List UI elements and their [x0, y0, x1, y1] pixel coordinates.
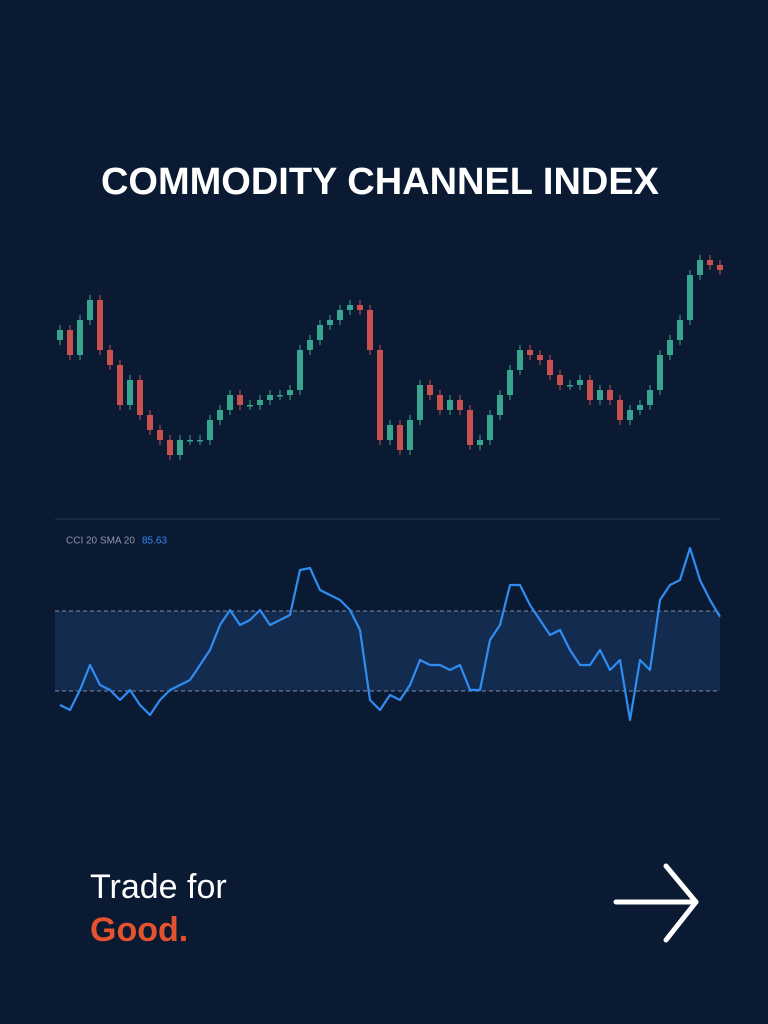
candle-body	[177, 440, 183, 455]
candle-body	[467, 410, 473, 445]
candle-body	[437, 395, 443, 410]
candle-body	[557, 375, 563, 385]
candle-body	[247, 405, 253, 407]
candle-body	[257, 400, 263, 405]
candle-body	[217, 410, 223, 420]
candle-body	[377, 350, 383, 440]
candle-body	[427, 385, 433, 395]
indicator-label: CCI 20 SMA 20	[66, 536, 135, 547]
candle-body	[617, 400, 623, 420]
candle-body	[267, 395, 273, 400]
candle-body	[597, 390, 603, 400]
cci-band	[55, 611, 720, 691]
candle-body	[707, 260, 713, 265]
candle-body	[307, 340, 313, 350]
candle-body	[297, 350, 303, 390]
chart-title: COMMODITY CHANNEL INDEX	[101, 161, 660, 203]
candle-body	[647, 390, 653, 405]
candle-body	[457, 400, 463, 410]
candle-body	[417, 385, 423, 420]
candle-body	[227, 395, 233, 410]
brand-line2: Good.	[90, 911, 188, 949]
candle-body	[497, 395, 503, 415]
candle-body	[287, 390, 293, 395]
candle-body	[167, 440, 173, 455]
next-arrow[interactable]	[613, 863, 699, 943]
candle-body	[517, 350, 523, 370]
candle-body	[447, 400, 453, 410]
candle-body	[667, 340, 673, 355]
candle-body	[627, 410, 633, 420]
candle-body	[657, 355, 663, 390]
candle-body	[577, 380, 583, 385]
candle-body	[277, 395, 283, 397]
candle-body	[197, 440, 203, 442]
candle-body	[357, 305, 363, 310]
candle-body	[697, 260, 703, 275]
candle-body	[477, 440, 483, 445]
candle-body	[107, 350, 113, 365]
candle-body	[157, 430, 163, 440]
brand-line1: Trade for	[90, 868, 227, 906]
candle-body	[347, 305, 353, 310]
candle-body	[187, 440, 193, 442]
candle-body	[57, 330, 63, 340]
candle-body	[567, 385, 573, 387]
candle-body	[237, 395, 243, 405]
candle-body	[87, 300, 93, 320]
candle-body	[677, 320, 683, 340]
candle-body	[97, 300, 103, 350]
candle-body	[687, 275, 693, 320]
candle-body	[327, 320, 333, 325]
candle-body	[77, 320, 83, 355]
candle-body	[137, 380, 143, 415]
candle-body	[527, 350, 533, 355]
cci-line	[59, 546, 721, 722]
indicator-value: 85.63	[142, 536, 167, 547]
candle-body	[637, 405, 643, 410]
candle-body	[67, 330, 73, 355]
candle-body	[397, 425, 403, 450]
candle-body	[117, 365, 123, 405]
candle-body	[337, 310, 343, 320]
candle-body	[317, 325, 323, 340]
candle-body	[127, 380, 133, 405]
candle-body	[587, 380, 593, 400]
candle-body	[387, 425, 393, 440]
candle-body	[537, 355, 543, 360]
candle-body	[547, 360, 553, 375]
candle-body	[487, 415, 493, 440]
candle-body	[367, 310, 373, 350]
candle-body	[717, 265, 723, 270]
candle-body	[207, 420, 213, 440]
candle-body	[607, 390, 613, 400]
candle-body	[147, 415, 153, 430]
candle-body	[407, 420, 413, 450]
candle-body	[507, 370, 513, 395]
